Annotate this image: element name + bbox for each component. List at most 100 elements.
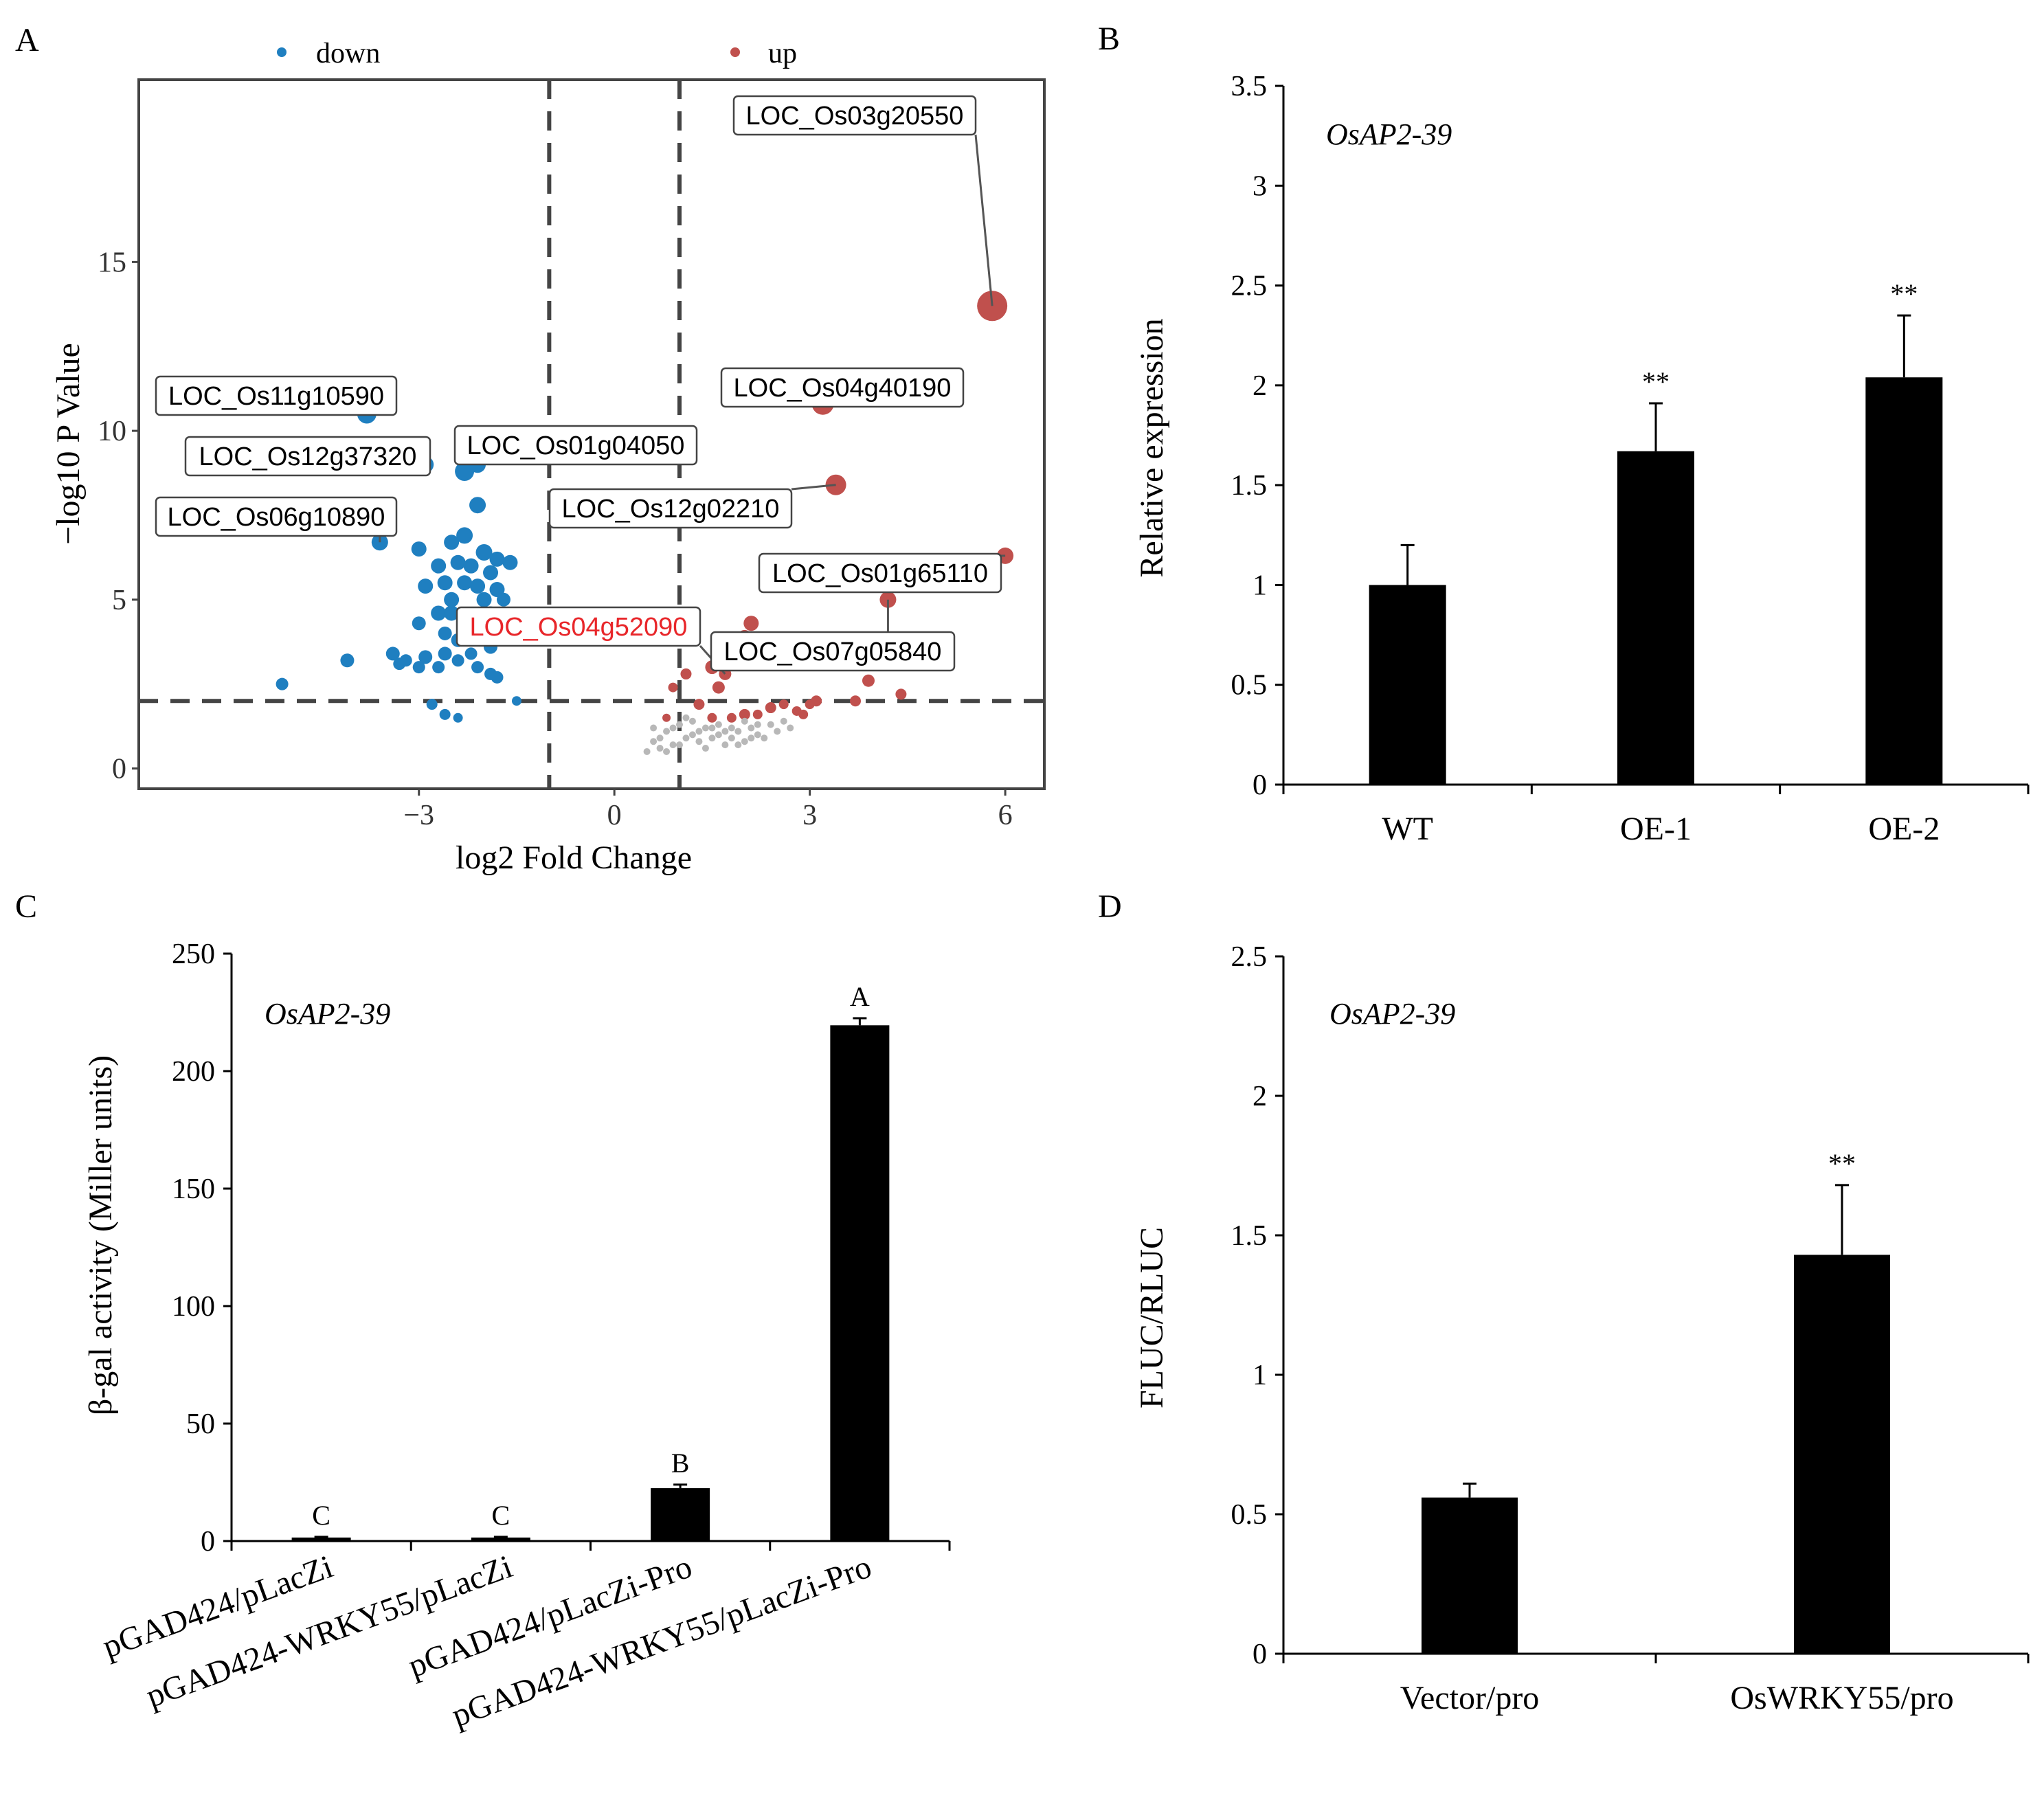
volcano-y-axis-title: −log10 P Value	[50, 343, 87, 545]
chart-d-gene-title: OsAP2-39	[1329, 997, 1455, 1031]
bar	[830, 1025, 890, 1541]
point-down	[431, 558, 447, 574]
point-down	[450, 554, 466, 570]
gene-label-box	[155, 496, 398, 537]
chart-b-gene-title: OsAP2-39	[1326, 117, 1452, 151]
chart-b-y-axis-title: Relative expression	[1134, 318, 1170, 577]
y-tick-label: 0	[1253, 1639, 1267, 1670]
y-tick-label: 1	[1253, 1360, 1267, 1391]
point-down	[475, 544, 493, 561]
volcano-axis-ticks: −3 0 3 6 0 5 10 15	[98, 247, 1013, 831]
gene-label-box	[710, 631, 956, 672]
chart-c-bars: CpGAD424/pLacZiCpGAD424-WRKY55/pLacZiBpG…	[98, 981, 890, 1734]
point-down	[455, 462, 475, 482]
point-ns	[754, 721, 761, 728]
point-up	[743, 616, 759, 631]
point-ns	[734, 728, 742, 735]
point-down	[469, 497, 486, 514]
gene-label-box	[732, 95, 977, 136]
point-down	[457, 575, 473, 591]
point-up	[739, 708, 750, 720]
point-ns	[767, 721, 774, 728]
point-up	[662, 713, 671, 722]
point-up	[752, 709, 763, 719]
point-down	[489, 582, 505, 598]
point-down	[276, 677, 289, 690]
point-ns	[748, 734, 755, 742]
point-ns	[708, 734, 716, 742]
point-down	[411, 541, 427, 557]
point-down	[444, 592, 460, 607]
gene-label-box	[720, 367, 965, 408]
point-down	[464, 647, 478, 660]
significance-label: **	[1642, 366, 1670, 397]
bar	[471, 1537, 530, 1541]
gene-label-box	[453, 425, 698, 466]
point-ns	[663, 748, 671, 755]
point-ns	[682, 734, 690, 742]
y-tick-label: 10	[98, 416, 126, 447]
point-down	[444, 605, 460, 621]
bar	[1865, 377, 1943, 785]
point-ns	[669, 724, 677, 732]
y-tick-label: 0.5	[1231, 670, 1268, 701]
point-up	[850, 695, 862, 707]
significance-label: **	[1890, 278, 1918, 309]
y-tick-label: 0	[1253, 769, 1267, 801]
point-up	[798, 709, 809, 719]
point-down	[471, 661, 484, 674]
point-up	[862, 674, 875, 687]
x-tick-label: 6	[998, 800, 1013, 831]
gene-label: LOC_Os01g65110	[772, 559, 988, 588]
point-down	[451, 654, 464, 667]
point-ns	[643, 748, 651, 755]
gene-label: LOC_Os12g37320	[199, 442, 417, 471]
y-tick-label: 250	[172, 939, 215, 970]
point-down	[432, 661, 445, 674]
point-down	[438, 647, 452, 661]
point-ns	[748, 724, 755, 732]
gene-label-box	[184, 436, 431, 477]
gene-label-leader	[791, 484, 836, 491]
gene-label-leader	[974, 134, 993, 306]
point-down	[483, 565, 499, 581]
point-up	[668, 682, 678, 693]
point-down	[412, 616, 426, 631]
point-ns	[701, 724, 709, 732]
point-ns	[650, 738, 658, 745]
point-ns	[728, 724, 735, 732]
point-down	[437, 575, 453, 591]
chart-d-bars: Vector/pro ** OsWRKY55/pro	[1400, 1148, 1954, 1716]
bar-chart-b: OsAP2-39 Relative expression 0 0.5 1 1.5 2 2.…	[1134, 71, 2030, 847]
chart-c-y-axis-title: β-gal activity (Miller units)	[82, 1055, 119, 1415]
point-ns	[663, 728, 671, 735]
point-ns	[715, 721, 722, 728]
y-tick-label: 150	[172, 1173, 215, 1205]
y-tick-label: 1.5	[1231, 1220, 1268, 1252]
panel-letter-b: B	[1098, 21, 1120, 57]
y-tick-label: 50	[186, 1408, 215, 1440]
point-ns	[721, 741, 729, 749]
point-ns	[650, 724, 658, 732]
gene-label: LOC_Os01g04050	[467, 431, 685, 460]
panel-letter-c: C	[15, 888, 37, 925]
point-ns	[656, 745, 664, 752]
x-tick-label: 0	[607, 800, 622, 831]
y-tick-label: 1	[1253, 570, 1267, 601]
point-down	[385, 647, 400, 661]
bar	[1617, 451, 1694, 785]
point-ns	[715, 731, 722, 739]
chart-c-axes: 0 50 100 150 200 250	[172, 939, 951, 1558]
point-ns	[721, 728, 729, 735]
x-tick-label: −3	[403, 800, 434, 831]
significance-label: B	[671, 1448, 690, 1479]
point-down	[426, 699, 438, 710]
point-up	[712, 681, 725, 694]
panel-letter-a: A	[15, 22, 39, 58]
point-ns	[741, 717, 748, 725]
point-down	[489, 551, 505, 567]
y-tick-label: 2	[1253, 370, 1267, 402]
volcano-x-axis-title: log2 Fold Change	[456, 840, 692, 876]
point-down	[463, 558, 479, 574]
